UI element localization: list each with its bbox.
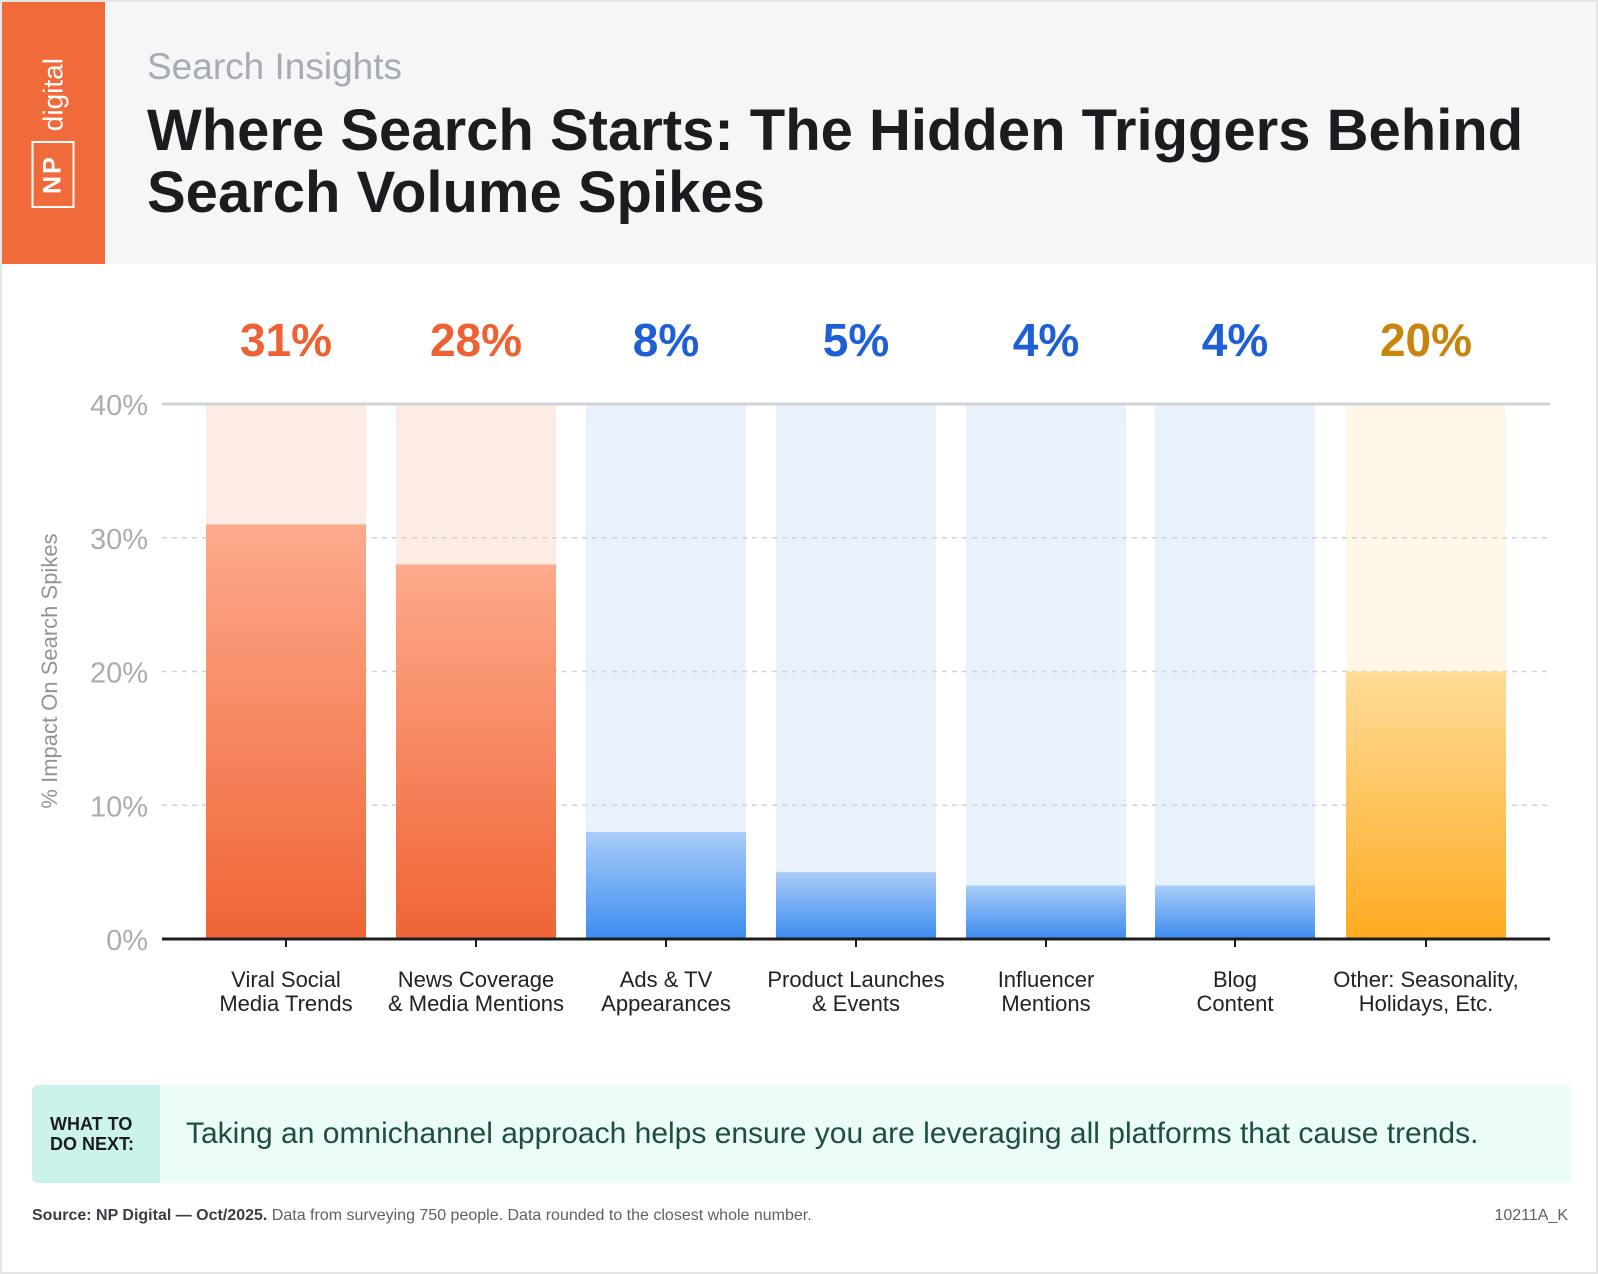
- value-label-6: 4%: [1202, 314, 1268, 366]
- logo-wordmark: digital: [37, 58, 68, 132]
- y-tick-label: 10%: [90, 791, 148, 823]
- y-tick-label: 40%: [90, 390, 148, 422]
- x-category-label-line: Viral Social: [231, 967, 341, 992]
- header: NP digital Search Insights Where Search …: [2, 2, 1596, 264]
- bar-3: [586, 832, 746, 939]
- value-label-5: 4%: [1013, 314, 1079, 366]
- what-to-do-next-tag: WHAT TO DO NEXT:: [32, 1085, 160, 1183]
- x-category-label-line: Influencer: [997, 967, 1095, 992]
- page-title: Where Search Starts: The Hidden Triggers…: [147, 98, 1524, 225]
- bar-5: [966, 885, 1126, 939]
- logo-np-mark: NP: [31, 141, 75, 208]
- x-category-label-line: & Media Mentions: [387, 991, 565, 1016]
- source-note: Source: NP Digital — Oct/2025. Data from…: [32, 1207, 812, 1225]
- x-category-label-line: Other: Seasonality,: [1333, 967, 1519, 992]
- value-label-4: 5%: [823, 314, 889, 366]
- y-tick-label: 0%: [106, 925, 148, 957]
- x-category-label-line: Ads & TV: [619, 967, 713, 992]
- bar-1: [206, 524, 366, 939]
- y-tick-label: 30%: [90, 524, 148, 556]
- x-category-label-line: Appearances: [601, 991, 731, 1016]
- what-to-do-next-text: Taking an omnichannel approach helps ens…: [186, 1117, 1479, 1150]
- y-axis-title: % Impact On Search Spikes: [37, 533, 62, 809]
- graphic-code: 10211A_K: [1494, 1207, 1568, 1224]
- source-label: Source: NP Digital — Oct/2025.: [32, 1207, 268, 1224]
- x-category-label-2: News Coverage & Media Mentions: [371, 968, 581, 1016]
- value-label-1: 31%: [240, 314, 332, 366]
- eyebrow-label: Search Insights: [147, 46, 403, 87]
- source-detail: Data from surveying 750 people. Data rou…: [271, 1207, 812, 1224]
- x-category-label-line: & Events: [811, 991, 901, 1016]
- bar-6: [1155, 885, 1315, 939]
- x-category-label-5: Influencer Mentions: [941, 968, 1151, 1016]
- x-category-label-line: Content: [1196, 991, 1274, 1016]
- value-label-2: 28%: [430, 314, 522, 366]
- x-category-label-4: Product Launches & Events: [751, 968, 961, 1016]
- bar-2: [396, 564, 556, 939]
- value-label-3: 8%: [633, 314, 699, 366]
- what-to-do-next-box: WHAT TO DO NEXT: Taking an omnichannel a…: [32, 1085, 1572, 1183]
- x-category-label-1: Viral Social Media Trends: [181, 968, 391, 1016]
- np-digital-logo: NP digital: [2, 2, 105, 264]
- y-tick-label: 20%: [90, 658, 148, 690]
- x-category-label-line: Product Launches: [767, 967, 945, 992]
- x-category-label-line: News Coverage: [397, 967, 555, 992]
- x-category-label-line: Mentions: [1001, 991, 1091, 1016]
- x-category-label-6: Blog Content: [1130, 968, 1340, 1016]
- what-to-do-next-tag-text: WHAT TO DO NEXT:: [50, 1114, 135, 1154]
- x-category-label-line: Blog: [1212, 967, 1258, 992]
- x-category-label-3: Ads & TV Appearances: [561, 968, 771, 1016]
- bar-4: [776, 872, 936, 939]
- value-label-7: 20%: [1380, 314, 1472, 366]
- x-category-label-line: Holidays, Etc.: [1358, 991, 1494, 1016]
- bar-7: [1346, 671, 1506, 939]
- bar-chart: 0% 10% 20% 30% 40% 31% 28% 8% 5% 4% 4% 20%: [90, 314, 1550, 957]
- x-category-label-7: Other: Seasonality, Holidays, Etc.: [1321, 968, 1531, 1016]
- x-category-label-line: Media Trends: [219, 991, 353, 1016]
